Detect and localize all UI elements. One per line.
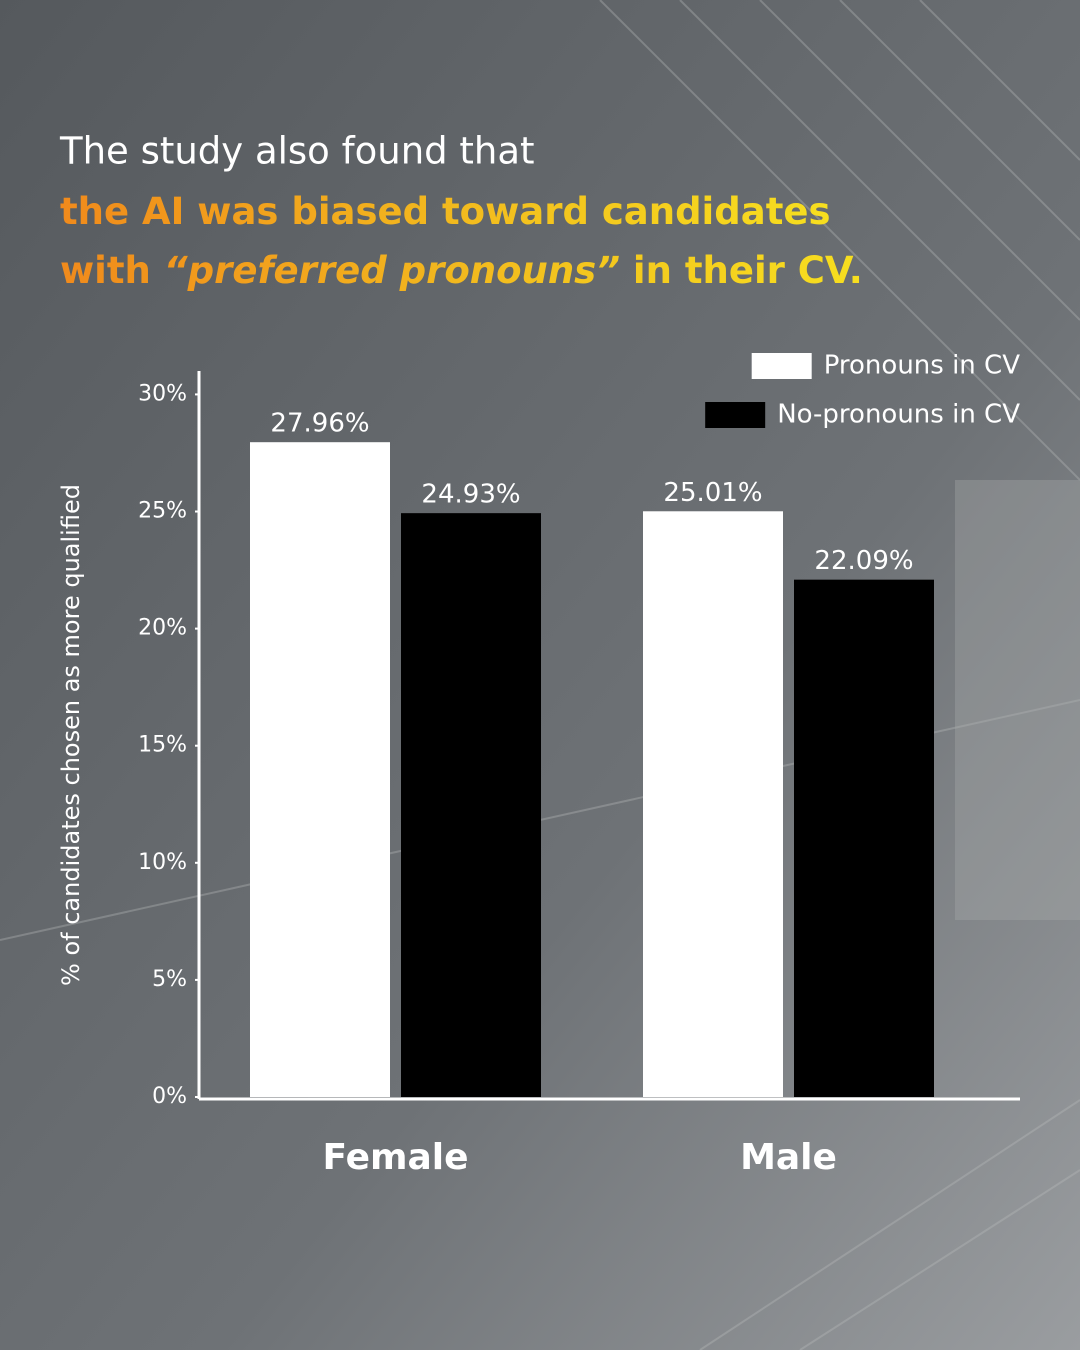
background-wall: [955, 480, 1080, 920]
bar: [250, 442, 390, 1097]
subtitle-part: in their CV.: [620, 249, 863, 292]
value-label: 24.93%: [421, 480, 520, 510]
subtitle-part: with: [60, 249, 164, 292]
legend-label: No-pronouns in CV: [777, 400, 1020, 430]
y-tick-label: 15%: [138, 733, 187, 758]
value-label: 22.09%: [814, 546, 913, 576]
subtitle-part: the AI was biased toward candidates: [60, 190, 831, 233]
chart-subtitle: with “preferred pronouns” in their CV.: [60, 249, 863, 292]
value-label: 25.01%: [663, 478, 762, 508]
legend-swatch: [705, 402, 766, 428]
legend-label: Pronouns in CV: [824, 351, 1021, 381]
y-tick-label: 5%: [152, 967, 187, 992]
y-tick-label: 30%: [138, 381, 187, 406]
y-tick-label: 25%: [138, 499, 187, 524]
legend-swatch: [751, 353, 812, 379]
chart-title: The study also found that: [59, 130, 535, 173]
subtitle-part: “preferred pronouns”: [164, 249, 620, 292]
y-tick-label: 20%: [138, 616, 187, 641]
value-label: 27.96%: [270, 409, 369, 439]
bar: [794, 579, 934, 1097]
x-tick-label: Female: [322, 1137, 468, 1178]
y-tick-label: 10%: [138, 850, 187, 875]
x-tick-label: Male: [740, 1137, 837, 1178]
y-tick-label: 0%: [152, 1084, 187, 1109]
y-axis-label: % of candidates chosen as more qualified: [57, 484, 85, 986]
chart-subtitle: the AI was biased toward candidates: [60, 190, 831, 233]
bar: [401, 513, 541, 1097]
bar: [643, 511, 783, 1097]
